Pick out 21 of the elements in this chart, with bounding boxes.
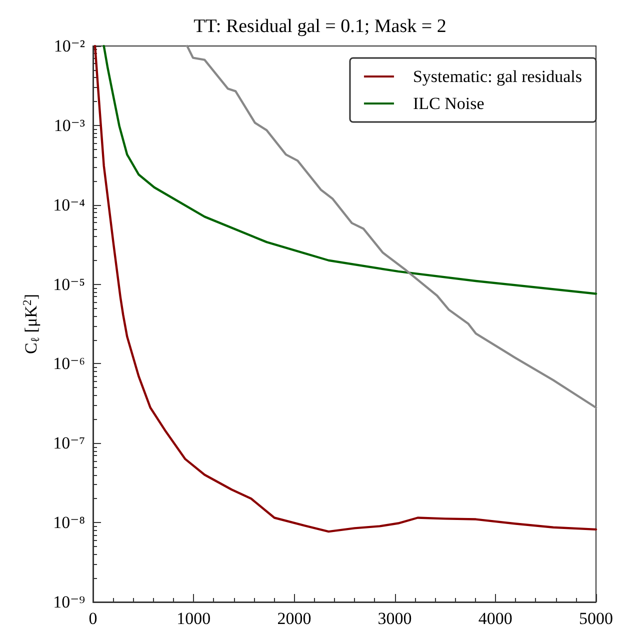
y-tick-label: 10⁻⁸ — [53, 513, 86, 532]
y-tick-label: 10⁻³ — [54, 116, 85, 135]
y-tick-label: 10⁻⁵ — [53, 274, 86, 294]
legend-label: Systematic: gal residuals — [412, 67, 582, 86]
x-tick-label: 4000 — [478, 609, 512, 628]
legend-label: ILC Noise — [412, 94, 484, 113]
line-series — [94, 44, 598, 533]
x-tick-label: 0 — [88, 609, 98, 628]
x-tick-label: 2000 — [277, 609, 312, 628]
x-tick-label: 3000 — [378, 609, 412, 628]
y-tick-label: 10⁻⁷ — [53, 434, 86, 453]
line-series — [186, 44, 598, 409]
x-tick-label: 1000 — [176, 609, 211, 628]
y-tick-label: 10⁻⁹ — [53, 592, 86, 612]
chart-title: TT: Residual gal = 0.1; Mask = 2 — [194, 16, 446, 37]
y-tick-label: 10⁻⁶ — [53, 354, 86, 374]
y-tick-label: 10⁻² — [54, 36, 85, 56]
x-tick-label: 5000 — [579, 609, 613, 628]
y-tick-label: 10⁻⁴ — [53, 195, 86, 214]
y-axis-title: Cℓ [μK2] — [20, 294, 42, 354]
line-series — [102, 44, 598, 295]
